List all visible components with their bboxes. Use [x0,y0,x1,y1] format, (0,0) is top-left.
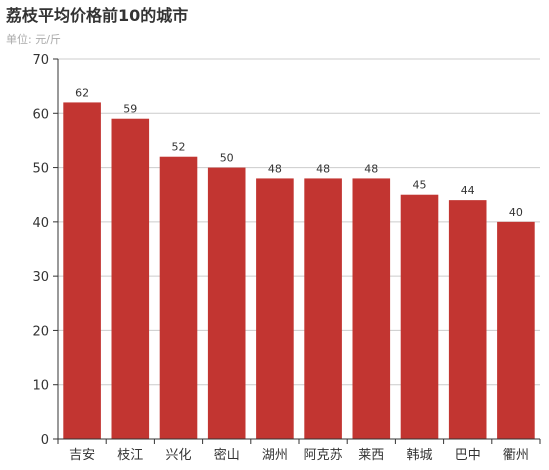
x-tick-label: 密山 [214,447,240,463]
bar [352,178,391,439]
bar-value-label: 50 [220,152,234,165]
axes: 0 10 20 30 40 50 60 70 吉安 枝江 兴化 密山 湖州 阿克苏 莱西 韩城 巴中 衢州 [32,53,541,463]
x-tick-label: 吉安 [69,448,95,463]
bar [63,102,101,439]
bar [400,194,439,439]
bar [448,200,487,439]
y-tick-label: 20 [32,324,49,339]
bar-value-label: 44 [461,184,475,197]
x-tick-label: 莱西 [358,448,384,463]
x-tick-label: 湖州 [262,448,288,463]
y-tick-label: 60 [32,107,49,122]
bar [207,167,246,440]
bar [304,178,342,439]
y-tick-label: 70 [32,53,49,68]
bar-value-label: 48 [268,162,282,175]
bar-value-label: 52 [172,141,186,154]
x-tick-label: 阿克苏 [304,447,343,463]
bar-value-label: 48 [364,162,378,175]
bar-value-label: 59 [123,103,137,116]
bar [111,118,150,439]
y-tick-label: 40 [32,216,49,231]
bar [159,156,198,439]
x-tick-label: 兴化 [165,448,191,463]
y-tick-label: 0 [41,433,49,448]
x-tick-label: 枝江 [117,448,143,463]
x-tick-label: 衢州 [503,448,529,463]
bar [256,178,294,439]
chart-subtitle: 单位: 元/斤 [6,33,61,46]
bar-value-label: 45 [413,179,427,192]
bar [497,221,535,439]
bar-value-label: 48 [316,162,330,175]
x-tick-label: 巴中 [455,448,481,463]
chart-title: 荔枝平均价格前10的城市 [6,6,189,25]
x-tick-label: 韩城 [406,448,432,463]
bar-value-label: 62 [75,86,89,99]
bar-value-label: 40 [509,206,523,219]
data-labels: 62 59 52 50 48 48 48 45 44 40 [75,86,523,218]
bars [63,102,535,440]
y-tick-label: 50 [32,162,49,177]
y-tick-label: 30 [32,270,49,285]
y-tick-label: 10 [32,379,49,394]
